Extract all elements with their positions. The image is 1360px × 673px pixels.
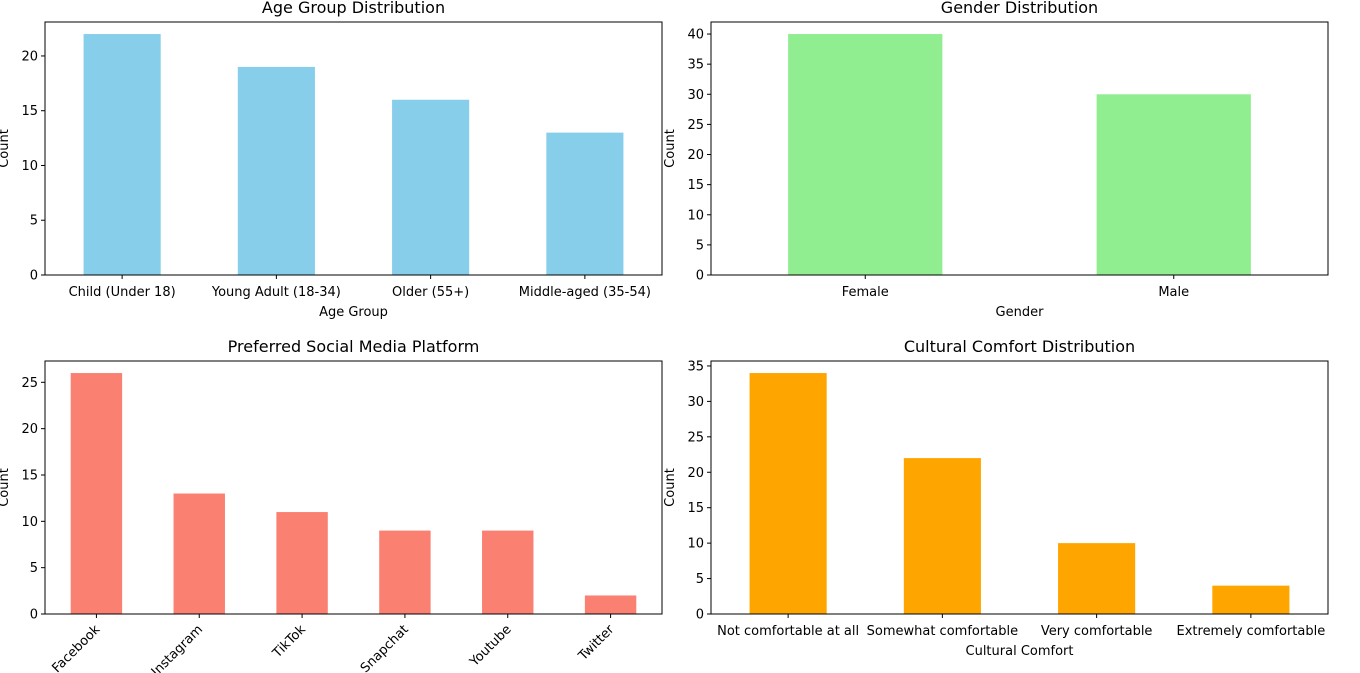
ytick-label-1-6: 30 bbox=[687, 88, 704, 103]
ytick-label-1-1: 5 bbox=[696, 238, 704, 253]
xtick-label-0-3: Middle-aged (35-54) bbox=[519, 285, 651, 300]
xtick-label-3-0: Not comfortable at all bbox=[717, 624, 859, 639]
bar-1-1 bbox=[1096, 94, 1251, 276]
ytick-label-3-0: 0 bbox=[696, 608, 704, 623]
x-axis-label-3: Cultural Comfort bbox=[966, 644, 1074, 659]
ytick-label-2-3: 15 bbox=[21, 468, 38, 483]
bar-2-3 bbox=[379, 530, 431, 614]
xtick-label-2-5: Twitter bbox=[575, 622, 618, 665]
bar-2-1 bbox=[173, 493, 225, 614]
x-axis-label-1: Gender bbox=[996, 305, 1045, 320]
y-axis-label-0: Count bbox=[0, 129, 12, 168]
ytick-label-0-0: 0 bbox=[30, 269, 38, 284]
bar-3-3 bbox=[1212, 585, 1290, 614]
ytick-label-0-4: 20 bbox=[21, 49, 38, 64]
y-axis-label-3: Count bbox=[663, 468, 678, 507]
xtick-label-1-1: Male bbox=[1158, 285, 1189, 300]
ytick-label-3-5: 25 bbox=[687, 430, 704, 445]
chart-title-2: Preferred Social Media Platform bbox=[228, 337, 480, 356]
ytick-label-3-7: 35 bbox=[687, 359, 704, 374]
xtick-label-3-2: Very comfortable bbox=[1041, 624, 1153, 639]
ytick-label-2-2: 10 bbox=[21, 515, 38, 530]
y-axis-label-1: Count bbox=[663, 129, 678, 168]
ytick-label-2-5: 25 bbox=[21, 376, 38, 391]
xtick-label-2-1: Instagram bbox=[149, 622, 206, 673]
bar-3-0 bbox=[749, 373, 827, 614]
ytick-label-0-3: 15 bbox=[21, 104, 38, 119]
y-axis-label-2: Count bbox=[0, 468, 12, 507]
ytick-label-3-2: 10 bbox=[687, 537, 704, 552]
ytick-label-3-4: 20 bbox=[687, 466, 704, 481]
xtick-label-2-3: Snapchat bbox=[358, 622, 412, 673]
bar-0-0 bbox=[83, 34, 161, 275]
plot-frame-1 bbox=[710, 21, 1329, 276]
x-axis-label-0: Age Group bbox=[319, 305, 388, 320]
ytick-label-0-1: 5 bbox=[30, 214, 38, 229]
ytick-label-1-0: 0 bbox=[696, 269, 704, 284]
ytick-label-1-7: 35 bbox=[687, 58, 704, 73]
bar-2-0 bbox=[70, 373, 123, 614]
xtick-label-0-2: Older (55+) bbox=[392, 285, 469, 300]
ytick-label-1-3: 15 bbox=[687, 178, 704, 193]
chart-title-1: Gender Distribution bbox=[941, 0, 1098, 17]
ytick-label-0-2: 10 bbox=[21, 159, 38, 174]
ytick-label-3-6: 30 bbox=[687, 395, 704, 410]
xtick-label-0-0: Child (Under 18) bbox=[69, 285, 176, 300]
ytick-label-1-5: 25 bbox=[687, 118, 704, 133]
ytick-label-1-8: 40 bbox=[687, 28, 704, 43]
chart-title-0: Age Group Distribution bbox=[262, 0, 445, 17]
bar-0-1 bbox=[237, 66, 315, 276]
ytick-label-1-2: 10 bbox=[687, 208, 704, 223]
ytick-label-1-4: 20 bbox=[687, 148, 704, 163]
xtick-label-1-0: Female bbox=[842, 285, 889, 300]
xtick-label-2-0: Facebook bbox=[49, 622, 103, 673]
chart-title-3: Cultural Comfort Distribution bbox=[904, 337, 1135, 356]
plot-frame-2 bbox=[44, 360, 663, 615]
plot-frame-3 bbox=[710, 360, 1329, 615]
bar-3-2 bbox=[1058, 543, 1136, 614]
bar-0-2 bbox=[392, 99, 470, 275]
ytick-label-3-3: 15 bbox=[687, 501, 704, 516]
plot-frame-0 bbox=[44, 21, 663, 276]
bar-0-3 bbox=[546, 132, 624, 275]
xtick-label-3-1: Somewhat comfortable bbox=[867, 624, 1019, 639]
bar-2-2 bbox=[276, 512, 328, 614]
bar-2-5 bbox=[584, 595, 637, 614]
bar-1-0 bbox=[788, 34, 943, 275]
bar-3-1 bbox=[903, 458, 981, 614]
ytick-label-2-4: 20 bbox=[21, 422, 38, 437]
bar-2-4 bbox=[482, 530, 534, 614]
xtick-label-2-2: TikTok bbox=[269, 622, 309, 662]
ytick-label-3-1: 5 bbox=[696, 572, 704, 587]
xtick-label-3-3: Extremely comfortable bbox=[1177, 624, 1326, 639]
xtick-label-2-4: Youtube bbox=[466, 622, 514, 670]
ytick-label-2-1: 5 bbox=[30, 561, 38, 576]
ytick-label-2-0: 0 bbox=[30, 608, 38, 623]
xtick-label-0-1: Young Adult (18-34) bbox=[211, 285, 341, 300]
